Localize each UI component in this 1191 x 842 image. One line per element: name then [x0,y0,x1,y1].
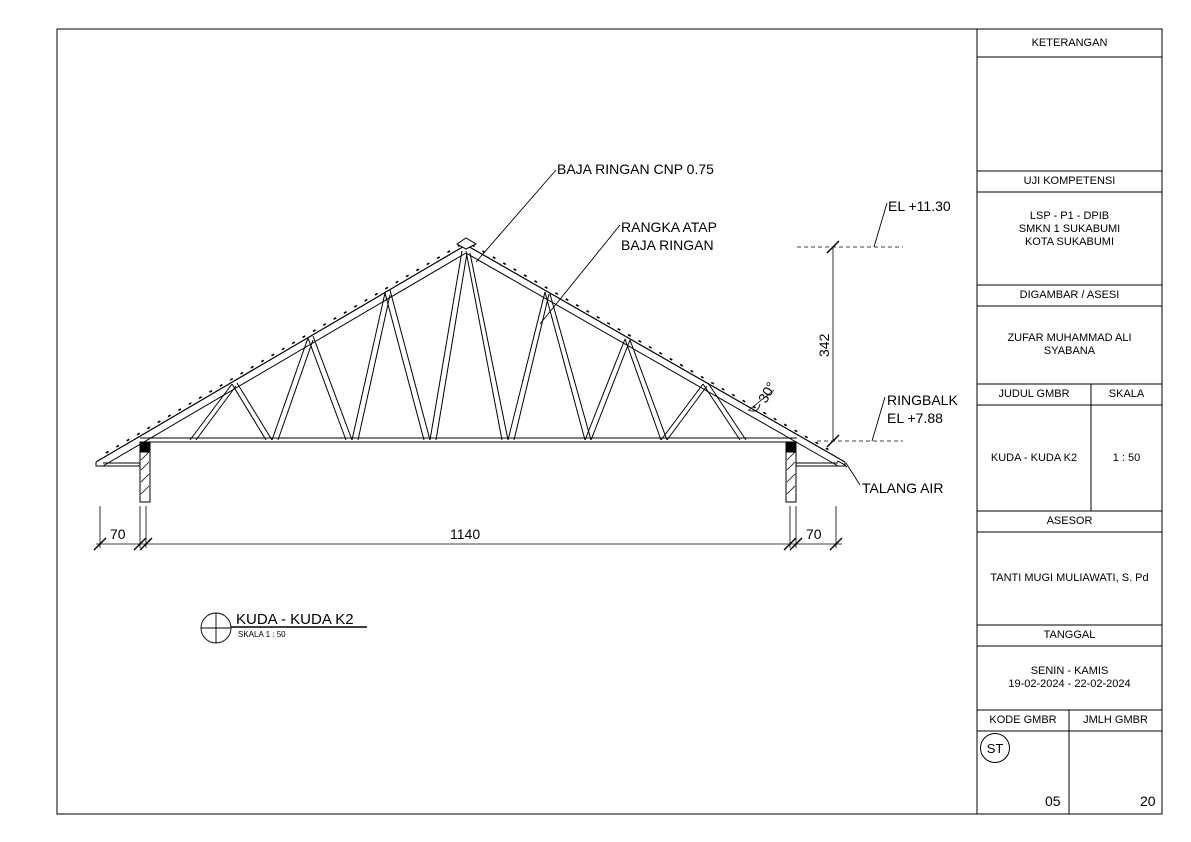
uji-kompetensi-value: LSP - P1 - DPIB SMKN 1 SUKABUMI KOTA SUK… [1018,210,1121,248]
tanggal-value: SENIN - KAMIS 19-02-2024 - 22-02-2024 [1008,665,1131,690]
callout-truss-line1: RANGKA ATAP [621,219,717,235]
skala-value: 1 : 50 [1112,451,1141,464]
left-ringbalk [139,441,151,453]
roof-truss [95,237,848,503]
gutter-label: TALANG AIR [862,480,943,496]
keterangan-header: KETERANGAN [1031,36,1108,49]
elevation-dims [747,240,903,448]
overhang-left-dimension: 70 [110,526,126,542]
title-block-grid [976,29,1162,814]
roof-angle: 30° [755,379,779,405]
jumlah-gambar-value: 20 [1140,793,1156,809]
kode-gambar-value: 05 [1045,793,1061,809]
right-eave [796,462,846,467]
sheet-border [56,28,1163,815]
judul-value: KUDA - KUDA K2 [990,451,1078,464]
section-mark [200,612,367,644]
left-eave [95,462,140,467]
section-title: KUDA - KUDA K2 [236,611,354,628]
height-dimension: 342 [816,333,832,357]
asesor-header: ASESOR [1046,515,1093,527]
gutter [836,460,848,468]
judul-header: JUDUL GMBR [998,388,1070,400]
section-scale: SKALA 1 : 50 [238,630,286,639]
callout-truss-line2: BAJA RINGAN [621,237,714,253]
roof-tiles-left [105,244,461,454]
right-ringbalk [785,441,797,453]
digambar-value: ZUFAR MUHAMMAD ALI SYABANA [1007,332,1132,357]
left-top-chord [95,244,467,463]
kode-badge: ST [980,733,1010,763]
right-top-chord-inner [465,252,839,467]
kode-gambar-header: KODE GMBR [989,714,1057,726]
skala-header: SKALA [1108,388,1145,400]
web-members [189,250,747,441]
digambar-header: DIGAMBAR / ASESI [1019,289,1120,301]
jumlah-gambar-header: JMLH GMBR [1083,714,1148,726]
leader-lines [475,169,888,486]
elevation-ringbalk-label: EL +7.88 [887,410,943,426]
roof-tiles-right [471,244,837,455]
span-dimension: 1140 [450,526,480,542]
ringbalk-label: RINGBALK [887,392,958,408]
asesor-value: TANTI MUGI MULIAWATI, S. Pd [990,572,1149,584]
right-top-chord [465,244,846,463]
elevation-top-label: EL +11.30 [888,198,951,214]
callout-rafter: BAJA RINGAN CNP 0.75 [557,161,714,177]
left-top-chord-inner [102,252,467,467]
ridge-cap [456,237,478,250]
tanggal-header: TANGGAL [1043,629,1096,641]
overhang-right-dimension: 70 [806,526,822,542]
uji-kompetensi-header: UJI KOMPETENSI [1023,175,1116,187]
span-dims [93,506,843,551]
